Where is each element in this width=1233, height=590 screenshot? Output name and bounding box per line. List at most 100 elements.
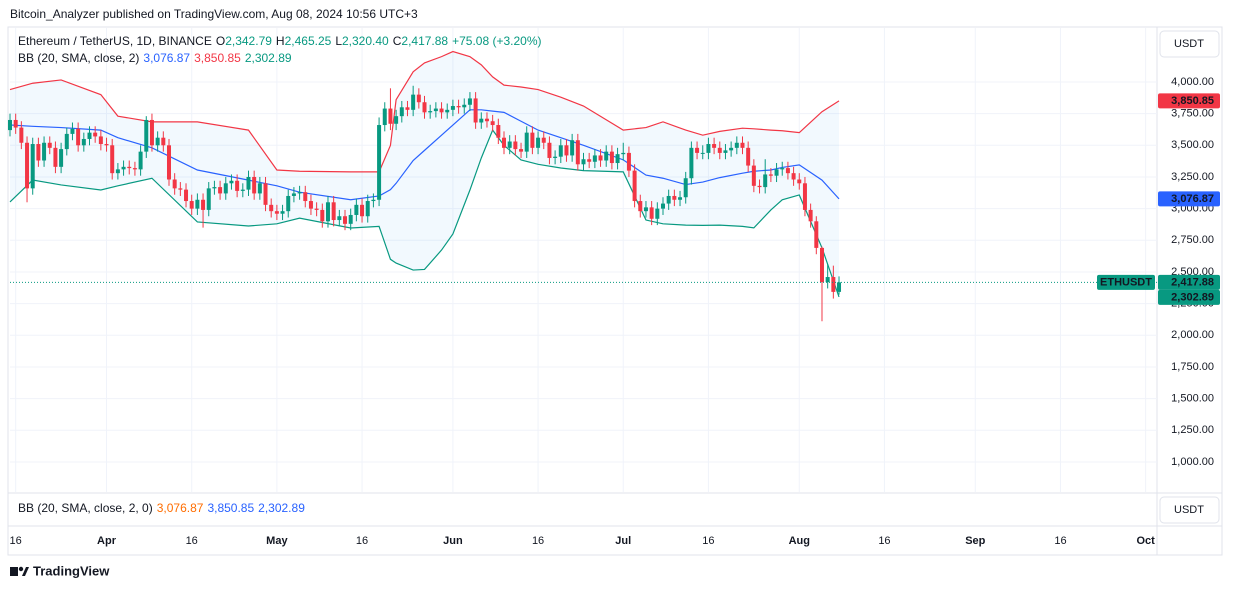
candle-body bbox=[25, 142, 30, 189]
candle-body bbox=[144, 119, 149, 152]
candle-body bbox=[819, 247, 824, 283]
candle-body bbox=[348, 214, 353, 224]
candle-body bbox=[808, 209, 813, 222]
candle-body bbox=[473, 98, 478, 123]
candle-body bbox=[399, 107, 404, 117]
candle-body bbox=[592, 155, 597, 162]
logo-text: TradingView bbox=[33, 563, 110, 578]
candle-body bbox=[763, 174, 768, 188]
x-tick-label: 16 bbox=[356, 535, 368, 547]
candle-body bbox=[343, 216, 348, 224]
candle-body bbox=[445, 109, 450, 113]
candle-body bbox=[132, 168, 137, 170]
band-line bbox=[9, 50, 840, 173]
candle-body bbox=[791, 173, 796, 180]
y-tick-label: 2,000.00 bbox=[1171, 329, 1214, 341]
candle-body bbox=[785, 168, 790, 174]
candle-body bbox=[734, 142, 739, 148]
x-tick-label: May bbox=[266, 535, 288, 547]
candle-body bbox=[507, 141, 512, 148]
candle-body bbox=[53, 147, 58, 167]
candle-body bbox=[802, 183, 807, 210]
price-badge bbox=[1158, 93, 1220, 109]
ohlc-value: 2,320.40 bbox=[342, 34, 389, 48]
candle-body bbox=[632, 170, 637, 202]
candle-body bbox=[189, 201, 194, 209]
candle-body bbox=[558, 145, 563, 157]
candle-body bbox=[297, 192, 302, 194]
x-tick-label: 16 bbox=[532, 535, 544, 547]
x-tick-label: 16 bbox=[10, 535, 22, 547]
symbol-legend: Ethereum / TetherUS, 1D, BINANCE O2,342.7… bbox=[18, 34, 546, 48]
candle-body bbox=[110, 145, 115, 174]
candle-body bbox=[837, 282, 842, 292]
currency[interactable]: USDT bbox=[1174, 504, 1204, 516]
logo-mark bbox=[10, 566, 29, 576]
candle-body bbox=[825, 277, 830, 283]
candle-body bbox=[320, 209, 325, 222]
candle-body bbox=[450, 106, 455, 110]
candle-body bbox=[64, 133, 69, 150]
indicator-value: 3,076.87 bbox=[143, 51, 191, 65]
change: +75.08 (+3.20%) bbox=[452, 34, 542, 48]
candle-body bbox=[388, 108, 393, 124]
currency-button[interactable] bbox=[1159, 30, 1220, 58]
candle-body bbox=[496, 125, 501, 138]
ohlc-value: 2,342.79 bbox=[225, 34, 272, 48]
chart-frame bbox=[7, 26, 1223, 556]
candle-body bbox=[700, 152, 705, 154]
candle-body bbox=[479, 118, 484, 123]
ohlc-key: C bbox=[392, 34, 402, 48]
candle-body bbox=[683, 178, 688, 198]
ohlc-key: H bbox=[275, 34, 285, 48]
candle-body bbox=[695, 147, 700, 153]
indicator-title: BB (20, SMA, close, 2) bbox=[18, 51, 140, 65]
candle-body bbox=[513, 141, 518, 150]
candle-body bbox=[286, 195, 291, 212]
candle-body bbox=[235, 180, 240, 191]
candle-body bbox=[325, 202, 330, 222]
candle-body bbox=[780, 168, 785, 170]
x-tick-label: Sep bbox=[965, 535, 985, 547]
band-fill bbox=[10, 51, 840, 297]
candle-body bbox=[649, 207, 654, 219]
candle-body bbox=[689, 147, 694, 179]
candle-body bbox=[252, 176, 257, 194]
y-tick-label: 4,000.00 bbox=[1171, 76, 1214, 88]
candle-body bbox=[303, 192, 308, 202]
candle-body bbox=[212, 187, 217, 189]
candle-body bbox=[524, 132, 529, 152]
candle-body bbox=[115, 169, 120, 174]
candle-body bbox=[371, 199, 376, 202]
candle-body bbox=[218, 187, 223, 194]
candle-body bbox=[155, 137, 160, 146]
candle-body bbox=[405, 107, 410, 110]
candle-body bbox=[428, 111, 433, 113]
candle-body bbox=[609, 151, 614, 164]
candle-body bbox=[433, 108, 438, 112]
y-tick-label: 2,750.00 bbox=[1171, 234, 1214, 246]
candle-body bbox=[269, 204, 274, 212]
candle-body bbox=[382, 108, 387, 126]
y-tick-label: 1,250.00 bbox=[1171, 424, 1214, 436]
x-tick-label: Jun bbox=[443, 535, 463, 547]
candle-body bbox=[201, 199, 206, 210]
candle-body bbox=[87, 132, 92, 139]
candle-body bbox=[615, 154, 620, 164]
currency[interactable]: USDT bbox=[1174, 38, 1204, 50]
candle-body bbox=[655, 208, 660, 219]
candle-body bbox=[195, 199, 200, 209]
candle-body bbox=[564, 145, 569, 156]
candle-body bbox=[184, 189, 189, 202]
candle-body bbox=[166, 145, 171, 180]
ohlc-value: 2,417.88 bbox=[401, 34, 449, 48]
currency-button[interactable] bbox=[1159, 496, 1220, 524]
price-badge bbox=[1158, 191, 1220, 207]
symbol-badge bbox=[1097, 274, 1155, 290]
candle-body bbox=[774, 169, 779, 176]
candle-body bbox=[149, 119, 154, 146]
price-badge-text: 2,417.88 bbox=[1171, 276, 1214, 288]
candle-body bbox=[229, 180, 234, 184]
candle-body bbox=[575, 140, 580, 165]
